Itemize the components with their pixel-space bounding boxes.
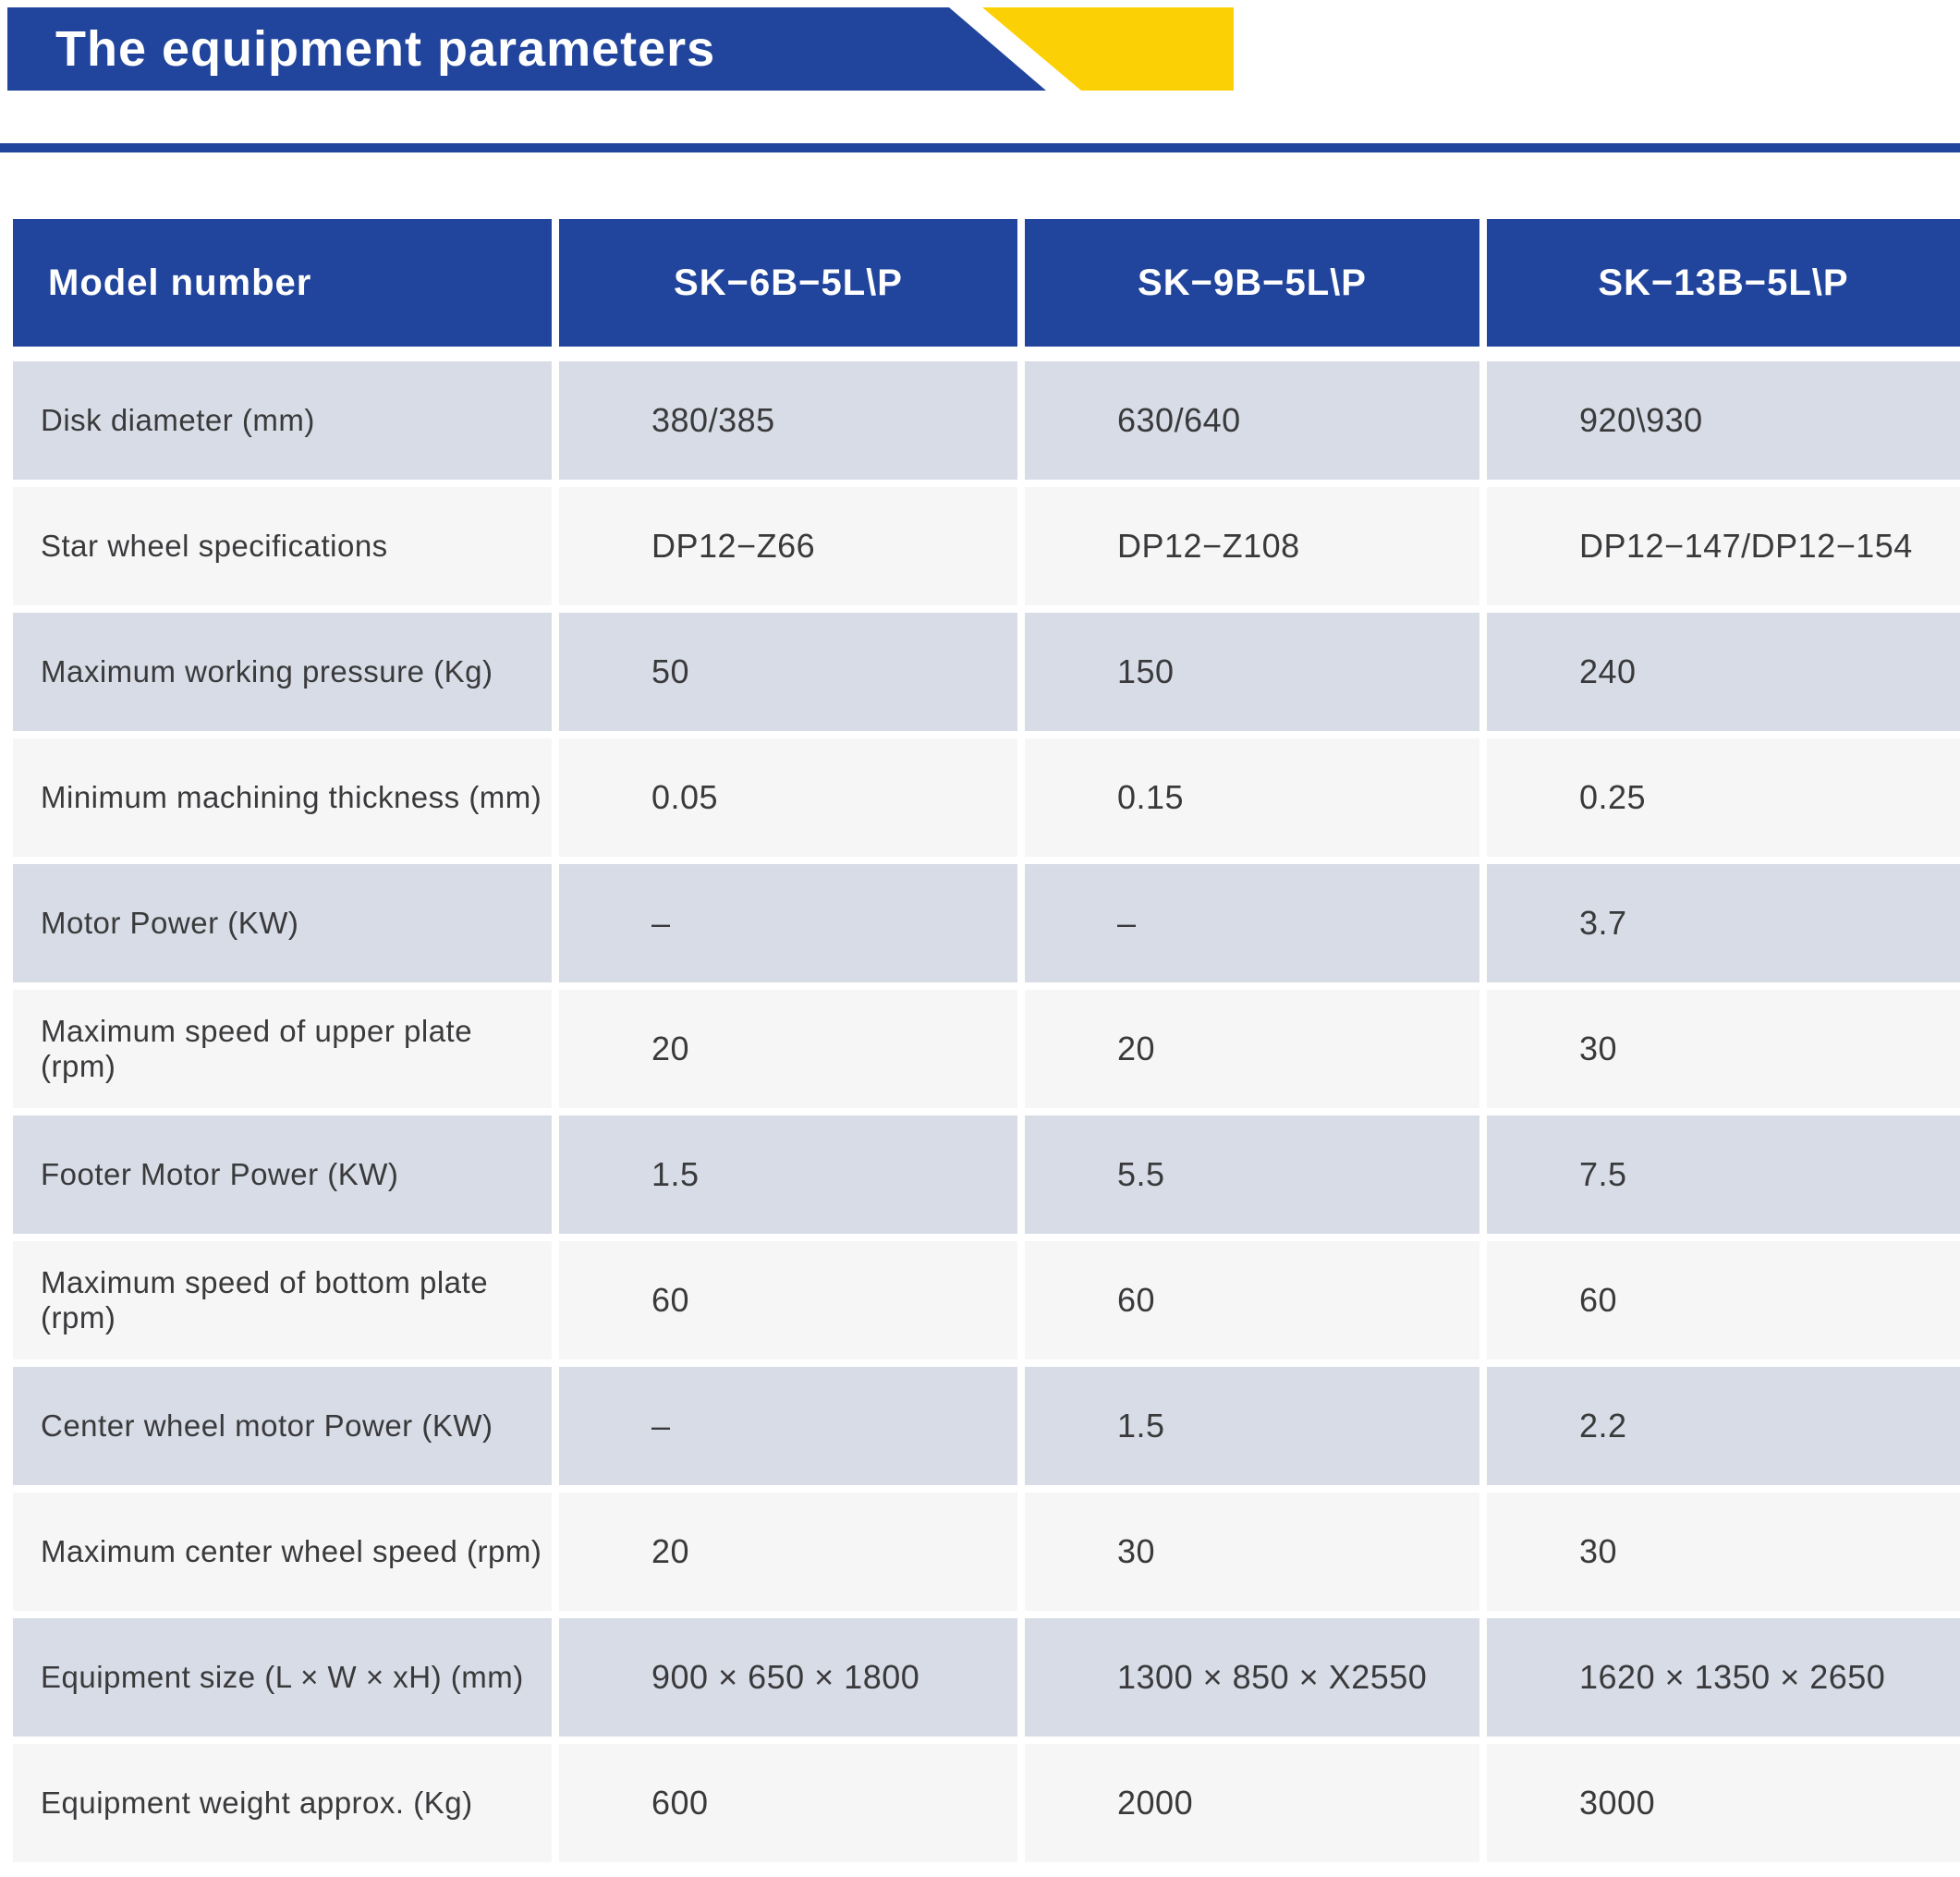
table-cell: 2000	[1025, 1744, 1479, 1862]
row-label: Maximum working pressure (Kg)	[13, 613, 552, 731]
table-cell: 5.5	[1025, 1115, 1479, 1234]
table-cell: 60	[1025, 1241, 1479, 1359]
table-cell: 1.5	[1025, 1367, 1479, 1485]
table-cell: DP12−Z108	[1025, 487, 1479, 605]
table-header-model-number: Model number	[13, 219, 552, 347]
table-cell: 2.2	[1487, 1367, 1960, 1485]
table-cell: 630/640	[1025, 361, 1479, 480]
row-label: Maximum speed of bottom plate (rpm)	[13, 1241, 552, 1359]
title-banner-blue-shape: The equipment parameters	[7, 7, 1046, 91]
table-cell: 240	[1487, 613, 1960, 731]
table-header-model-sk9b: SK−9B−5L\P	[1025, 219, 1479, 347]
row-label: Disk diameter (mm)	[13, 361, 552, 480]
equipment-parameters-table: Model number SK−6B−5L\P SK−9B−5L\P SK−13…	[13, 219, 1960, 1862]
table-header-model-sk13b: SK−13B−5L\P	[1487, 219, 1960, 347]
row-label: Footer Motor Power (KW)	[13, 1115, 552, 1234]
page-title: The equipment parameters	[55, 21, 716, 77]
table-cell: 600	[559, 1744, 1017, 1862]
table-cell: 30	[1487, 1493, 1960, 1611]
table-cell: 60	[1487, 1241, 1960, 1359]
row-label: Center wheel motor Power (KW)	[13, 1367, 552, 1485]
table-cell: 20	[559, 1493, 1017, 1611]
table-cell: 380/385	[559, 361, 1017, 480]
table-header-model-sk6b: SK−6B−5L\P	[559, 219, 1017, 347]
table-cell: 900 × 650 × 1800	[559, 1618, 1017, 1737]
table-cell: 3000	[1487, 1744, 1960, 1862]
table-cell: 3.7	[1487, 864, 1960, 982]
table-cell: –	[559, 1367, 1017, 1485]
table-cell: 30	[1025, 1493, 1479, 1611]
table-cell: 1620 × 1350 × 2650	[1487, 1618, 1960, 1737]
table-cell: 7.5	[1487, 1115, 1960, 1234]
table-cell: 20	[559, 990, 1017, 1108]
table-cell: 60	[559, 1241, 1017, 1359]
row-label: Minimum machining thickness (mm)	[13, 738, 552, 857]
table-cell: 50	[559, 613, 1017, 731]
row-label: Maximum speed of upper plate (rpm)	[13, 990, 552, 1108]
row-label: Equipment size (L × W × xH) (mm)	[13, 1618, 552, 1737]
table-cell: –	[1025, 864, 1479, 982]
table-cell: 20	[1025, 990, 1479, 1108]
table-cell: 0.15	[1025, 738, 1479, 857]
table-cell: 1.5	[559, 1115, 1017, 1234]
row-label: Maximum center wheel speed (rpm)	[13, 1493, 552, 1611]
row-label: Equipment weight approx. (Kg)	[13, 1744, 552, 1862]
title-banner: The equipment parameters	[0, 7, 1960, 91]
table-cell: –	[559, 864, 1017, 982]
table-cell: 150	[1025, 613, 1479, 731]
table-cell: DP12−147/DP12−154	[1487, 487, 1960, 605]
row-label: Star wheel specifications	[13, 487, 552, 605]
table-cell: 0.05	[559, 738, 1017, 857]
table-cell: 0.25	[1487, 738, 1960, 857]
divider-rule	[0, 143, 1960, 152]
table-cell: DP12−Z66	[559, 487, 1017, 605]
row-label: Motor Power (KW)	[13, 864, 552, 982]
table-cell: 1300 × 850 × X2550	[1025, 1618, 1479, 1737]
table-cell: 920\930	[1487, 361, 1960, 480]
table-cell: 30	[1487, 990, 1960, 1108]
